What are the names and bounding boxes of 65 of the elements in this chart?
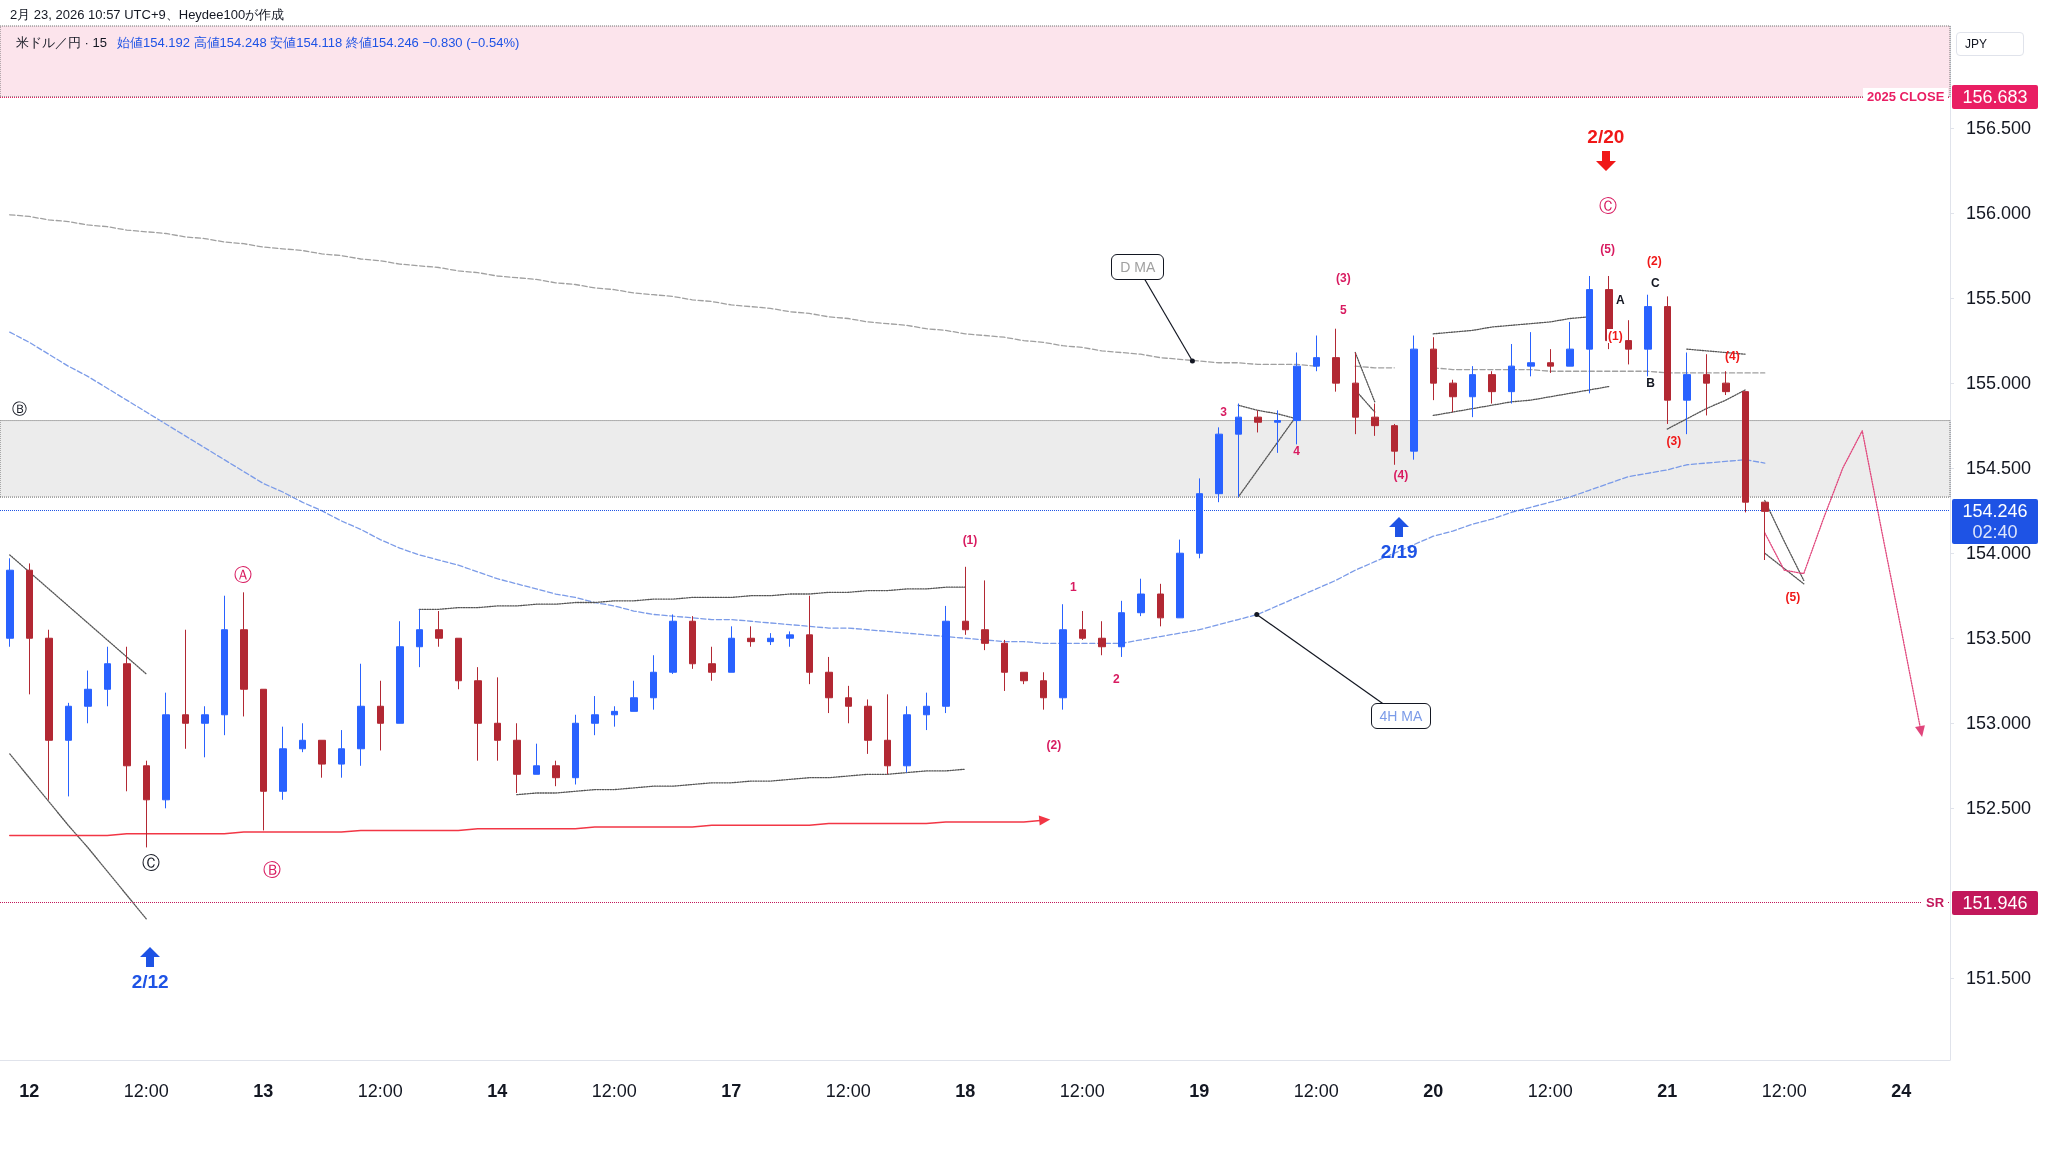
x-tick-label: 12:00: [591, 1081, 637, 1101]
y-tick-label: 153.000: [1966, 713, 2032, 734]
x-tick-label: 24: [1891, 1081, 1912, 1101]
x-tick-label: 13: [253, 1081, 274, 1101]
annotation: (4): [1393, 467, 1409, 482]
annotation: (2): [1046, 738, 1062, 753]
annotation: (1): [1607, 328, 1624, 343]
annotation: Ⓑ: [263, 859, 282, 880]
annotation: (5): [1785, 590, 1801, 605]
annotation: Ⓒ: [1598, 196, 1617, 217]
annotation: (3): [1336, 270, 1351, 285]
x-tick-label: 21: [1657, 1081, 1678, 1101]
annotation: A: [1615, 292, 1625, 307]
x-tick-label: 12:00: [123, 1081, 169, 1101]
ref-line-label: 154.246: [1961, 501, 2029, 522]
x-tick-label: 12:00: [1059, 1081, 1105, 1101]
annotation: SR: [1922, 894, 1949, 912]
annotation: 2025 CLOSE: [1863, 88, 1949, 106]
ref-line-label: 151.946: [1952, 892, 2038, 913]
y-tick-label: 154.000: [1966, 543, 2032, 564]
x-tick-label: 12:00: [1293, 1081, 1339, 1101]
y-tick-label: 153.500: [1966, 628, 2032, 649]
x-tick-label: 12:00: [825, 1081, 871, 1101]
text: 2月 23, 2026 10:57 UTC+9、Heydee100が作成: [10, 7, 285, 22]
y-tick-label: 152.500: [1966, 798, 2032, 819]
annotation: 4: [1293, 444, 1300, 459]
annotation: B: [1646, 376, 1655, 391]
text: 米ドル／円 · 15: [16, 35, 108, 50]
annotation: (3): [1666, 433, 1682, 448]
x-tick-label: 18: [955, 1081, 976, 1101]
annotation: C: [1651, 275, 1660, 290]
y-tick-label: 155.500: [1966, 288, 2032, 309]
annotation: (4): [1725, 348, 1740, 363]
x-tick-label: 17: [721, 1081, 742, 1101]
x-tick-label: 14: [487, 1081, 508, 1101]
x-tick-label: 12:00: [1761, 1081, 1807, 1101]
text: JPY: [1956, 32, 2025, 56]
y-tick-label: 154.500: [1966, 458, 2032, 479]
x-tick-label: 20: [1423, 1081, 1444, 1101]
annotation: 2/19: [1380, 541, 1418, 562]
text: 4H MA: [1370, 703, 1432, 730]
annotation: (1): [962, 532, 978, 547]
ref-line-label: 156.683: [1952, 86, 2038, 107]
annotation: 2: [1112, 672, 1120, 687]
y-tick-label: 155.000: [1966, 373, 2032, 394]
text: 02:40: [1971, 522, 2019, 543]
annotation: (5): [1600, 241, 1615, 256]
y-tick-label: 156.000: [1966, 203, 2032, 224]
annotation: Ⓒ: [142, 852, 161, 873]
x-tick-label: 12: [19, 1081, 40, 1101]
annotation: 2/20: [1587, 126, 1625, 148]
y-tick-label: 156.500: [1966, 118, 2032, 139]
annotation: 5: [1340, 303, 1347, 317]
annotation: (2): [1647, 253, 1662, 268]
text: 始値154.192 高値154.248 安値154.118 終値154.246 −0.830 (−0.54%): [117, 35, 520, 50]
x-tick-label: 12:00: [357, 1081, 403, 1101]
x-tick-label: 12:00: [1527, 1081, 1573, 1101]
text: D MA: [1111, 254, 1165, 281]
y-tick-label: 151.500: [1966, 968, 2032, 989]
annotation: Ⓑ: [12, 400, 27, 418]
x-tick-label: 19: [1189, 1081, 1210, 1101]
annotation: 3: [1220, 405, 1227, 420]
annotation: 2/12: [131, 971, 169, 993]
annotation: 1: [1069, 580, 1077, 595]
annotation: Ⓐ: [233, 565, 252, 586]
